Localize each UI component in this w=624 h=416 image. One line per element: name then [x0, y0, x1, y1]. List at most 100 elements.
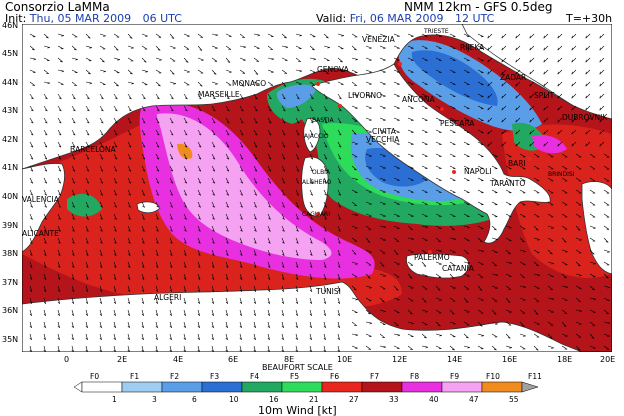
wind-arrow — [603, 261, 610, 266]
wind-arrow — [225, 213, 229, 220]
city-label-cagliari: CAGLIARI — [302, 211, 330, 218]
wind-arrow-head — [141, 325, 144, 329]
wind-arrow-head — [411, 238, 414, 241]
wind-arrow — [589, 189, 596, 194]
wind-arrow-head — [501, 47, 503, 51]
wind-arrow-head — [198, 229, 201, 232]
wind-arrow — [281, 165, 286, 172]
valid-label-text: Valid: — [316, 12, 347, 25]
wind-arrow — [421, 333, 427, 339]
wind-arrow — [183, 57, 189, 63]
wind-arrow-head — [557, 35, 559, 39]
wind-arrow — [85, 141, 90, 148]
wind-arrow-head — [155, 337, 158, 341]
wind-arrow — [183, 165, 188, 172]
wind-arrow-head — [577, 229, 581, 231]
wind-arrow-head — [296, 217, 299, 220]
wind-arrow — [323, 141, 328, 148]
wind-arrow-head — [535, 229, 539, 231]
wind-arrow — [449, 345, 455, 351]
wind-arrow-head — [467, 347, 470, 349]
city-label-algeri: ALGERI — [154, 293, 181, 302]
wind-arrow — [421, 189, 428, 193]
wind-arrow — [379, 309, 386, 312]
wind-arrow — [463, 333, 469, 339]
wind-arrow — [337, 129, 342, 136]
wind-arrow — [169, 93, 174, 100]
wind-arrow — [589, 345, 596, 349]
wind-arrow — [323, 237, 327, 244]
wind-arrow-head — [254, 217, 257, 220]
wind-arrow — [169, 201, 173, 208]
wind-arrow-head — [585, 131, 587, 135]
wind-arrow — [43, 33, 49, 39]
wind-arrow-head — [549, 337, 553, 339]
wind-arrow — [515, 81, 521, 87]
city-label-split: SPLIT — [534, 91, 555, 100]
wind-arrow — [309, 309, 312, 316]
wind-arrow-head — [493, 349, 497, 351]
wind-arrow — [547, 177, 554, 182]
wind-arrow-head — [571, 47, 573, 51]
wind-arrow — [463, 285, 470, 290]
wind-arrow — [561, 321, 567, 327]
wind-arrow — [515, 141, 521, 147]
legend-swatch — [161, 381, 203, 393]
wind-arrow — [43, 177, 48, 184]
wind-arrow — [505, 309, 512, 313]
wind-arrow — [491, 345, 497, 351]
wind-arrow — [463, 105, 470, 109]
wind-arrow — [113, 297, 117, 304]
wind-arrow-head — [507, 301, 511, 303]
wind-arrow — [547, 321, 554, 326]
wind-arrow — [141, 117, 146, 124]
wind-arrow — [211, 93, 216, 100]
wind-arrow — [57, 117, 62, 124]
wind-arrow-head — [47, 82, 50, 85]
wind-arrow-head — [100, 109, 104, 112]
wind-arrow — [267, 309, 270, 316]
lat-label-36: 36N — [2, 306, 18, 315]
wind-arrow — [515, 33, 521, 39]
wind-arrow — [575, 237, 582, 241]
legend-swatch — [121, 381, 163, 393]
wind-arrow-head — [337, 325, 340, 329]
wind-arrow — [505, 273, 512, 277]
wind-arrow-head — [501, 71, 503, 75]
wind-arrow — [197, 273, 201, 280]
wind-arrow — [225, 105, 230, 112]
wind-arrow-head — [128, 217, 131, 220]
wind-arrow-head — [295, 289, 299, 292]
wind-arrow-head — [543, 131, 545, 135]
wind-arrow — [529, 141, 535, 147]
wind-arrow — [501, 81, 507, 87]
wind-arrow — [449, 201, 456, 205]
wind-arrow-head — [240, 265, 243, 268]
wind-arrow — [407, 297, 414, 302]
wind-arrow-head — [577, 265, 581, 267]
wind-arrow-head — [467, 227, 470, 229]
wind-arrow-head — [226, 157, 230, 160]
wind-arrow — [71, 225, 75, 232]
wind-arrow — [585, 129, 591, 135]
wind-arrow — [197, 177, 202, 184]
city-label-livorno: LIVORNO — [348, 91, 382, 100]
wind-arrow-head — [141, 289, 145, 292]
wind-arrow — [295, 201, 299, 208]
wind-arrow-head — [170, 193, 173, 196]
wind-arrow-head — [338, 217, 341, 220]
wind-zone-darkblue-center — [365, 148, 432, 187]
wind-arrow — [99, 117, 104, 124]
wind-arrow-head — [142, 265, 145, 268]
lat-label-38: 38N — [2, 249, 18, 258]
wind-arrow — [127, 321, 130, 328]
wind-arrow — [543, 129, 549, 135]
wind-arrow — [295, 129, 300, 136]
wind-arrow — [379, 129, 386, 133]
wind-arrow — [421, 249, 428, 254]
wind-arrow-head — [211, 337, 214, 341]
wind-arrow-head — [57, 313, 60, 316]
wind-arrow-head — [198, 205, 201, 208]
wind-arrow — [281, 345, 284, 352]
wind-arrow-head — [369, 322, 372, 325]
